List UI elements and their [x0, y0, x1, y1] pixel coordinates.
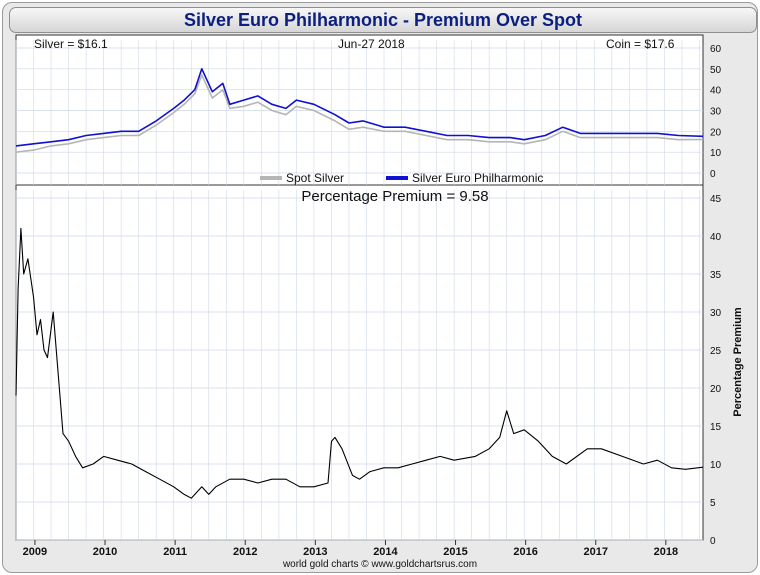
- premium-label: Percentage Premium = 9.58: [301, 188, 488, 205]
- x-tick-label: 2016: [513, 546, 537, 558]
- x-tick-label: 2013: [303, 546, 327, 558]
- y-tick-label: 40: [710, 232, 722, 243]
- euro-philharmonic-line: [15, 68, 704, 147]
- chart-title: Silver Euro Philharmonic - Premium Over …: [183, 10, 583, 30]
- x-tick-label: 2010: [93, 546, 117, 558]
- y-tick-label: 20: [710, 384, 722, 395]
- y-tick-label: 0: [710, 536, 716, 547]
- x-tick-label: 2017: [584, 546, 608, 558]
- legend-spot-label: Spot Silver: [286, 171, 344, 185]
- tick-labels: 0 10 20 30 40 50 60 0 5 10 15 20 25 30 35 40 45 2009 2010 2…: [23, 44, 722, 558]
- title-bar: Silver Euro Philharmonic - Premium Over …: [9, 7, 757, 33]
- x-tick-label: 2009: [23, 546, 47, 558]
- series-top: [15, 68, 704, 153]
- y-tick-label: 50: [710, 65, 722, 76]
- date-label: Jun-27 2018: [338, 37, 405, 51]
- y-tick-label: 10: [710, 460, 722, 471]
- series-bottom: [15, 227, 704, 499]
- y-tick-label: 0: [710, 169, 716, 180]
- y-axis-label-premium: Percentage Premium: [732, 307, 744, 417]
- plot-area: [15, 34, 704, 541]
- y-tick-label: 35: [710, 270, 722, 281]
- grid-top: [15, 40, 703, 185]
- y-tick-label: 60: [710, 44, 722, 55]
- grid-bottom: [15, 190, 703, 541]
- y-tick-label: 10: [710, 148, 722, 159]
- legend-coin-label: Silver Euro Philharmonic: [412, 171, 543, 185]
- y-tick-label: 15: [710, 422, 722, 433]
- y-tick-label: 25: [710, 346, 722, 357]
- x-tick-label: 2011: [163, 546, 187, 558]
- x-tick-label: 2014: [373, 546, 398, 558]
- premium-line: [15, 227, 704, 499]
- silver-price-label: Silver = $16.1: [34, 37, 108, 51]
- y-tick-label: 30: [710, 308, 722, 319]
- x-tick-label: 2015: [443, 546, 467, 558]
- y-tick-label: 30: [710, 107, 722, 118]
- y-tick-label: 40: [710, 86, 722, 97]
- x-tick-label: 2012: [233, 546, 257, 558]
- y-tick-label: 20: [710, 127, 722, 138]
- y-tick-label: 5: [710, 498, 716, 509]
- y-tick-label: 45: [710, 194, 722, 205]
- coin-price-label: Coin = $17.6: [606, 37, 675, 51]
- x-tick-label: 2018: [654, 546, 678, 558]
- spot-silver-line: [15, 74, 704, 153]
- credit-text: world gold charts © www.goldchartsrus.co…: [282, 559, 477, 570]
- legend: Spot Silver Silver Euro Philharmonic: [260, 171, 543, 185]
